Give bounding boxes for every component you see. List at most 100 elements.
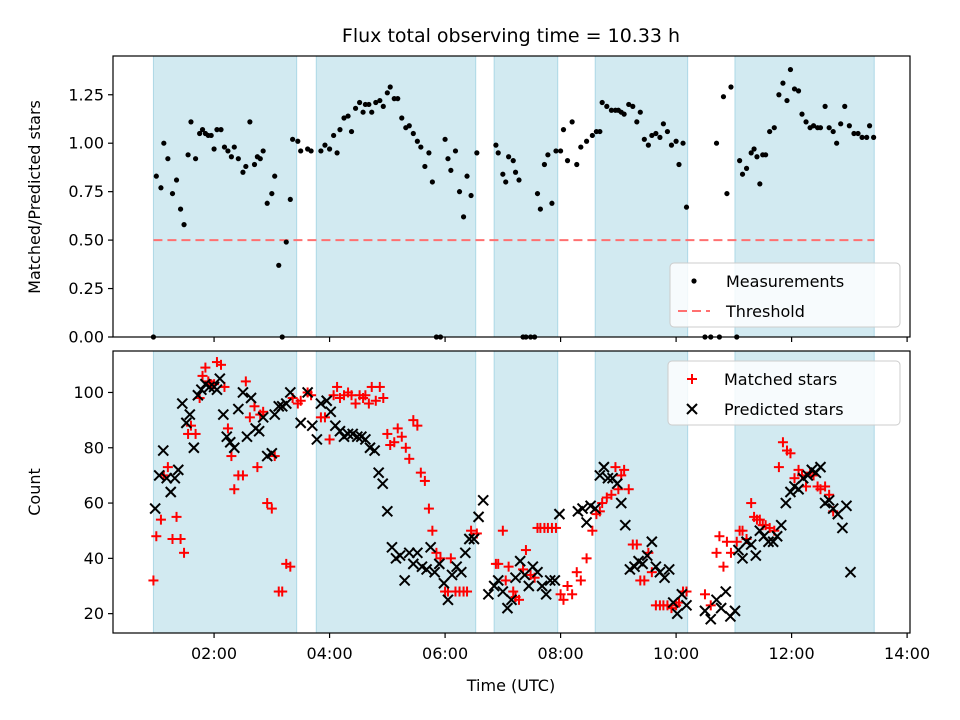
top-point-0-20 <box>221 144 228 150</box>
bottom-point-1-2 <box>157 444 169 457</box>
bottom-point-0-29 <box>252 462 263 473</box>
bottom-point-1-89 <box>531 566 544 578</box>
bottom-point-1-69-b <box>442 594 454 606</box>
bottom-point-0-106 <box>562 581 573 591</box>
bottom-point-1-104 <box>611 477 623 490</box>
bottom-point-1-9 <box>184 408 196 421</box>
bottom-panel: 20 40 60 80 100 02:00 04:00 06:00 08:00 10:00 12:0… <box>73 350 930 663</box>
top-point-0-48 <box>334 150 340 156</box>
top-ytick-label-0: 0.00 <box>68 328 104 347</box>
bottom-point-0-7 <box>175 534 186 544</box>
top-point-0-99 <box>537 206 543 212</box>
bottom-point-0-93 <box>514 594 525 605</box>
bottom-point-0-168 <box>820 481 831 492</box>
bottom-point-0-125 <box>639 575 650 586</box>
bottom-legend-label-1: Predicted stars <box>724 400 844 419</box>
bottom-point-1-99-b <box>589 502 601 515</box>
bottom-point-0-105 <box>558 594 569 605</box>
bottom-point-0-46 <box>324 434 335 445</box>
bottom-point-0-90 <box>503 561 514 572</box>
top-point-0-148 <box>748 150 754 156</box>
bottom-point-0-38 <box>285 561 296 572</box>
bottom-point-1-58 <box>394 549 406 562</box>
bottom-point-1-121 <box>699 605 711 617</box>
bottom-point-1-38 <box>306 419 318 432</box>
bottom-point-1-52 <box>368 444 381 457</box>
bottom-ytick-label-3: 80 <box>84 438 104 457</box>
bottom-point-0-136 <box>681 586 692 597</box>
top-point-0-101 <box>545 152 551 158</box>
top-panel: 0.00 0.25 0.50 0.75 1.00 1.25 Measurements Thre… <box>68 55 911 347</box>
bottom-point-0-88 <box>497 525 508 536</box>
bottom-point-1-154 <box>844 566 857 578</box>
bottom-point-1-79-b <box>488 580 500 592</box>
bottom-legend-marker-0 <box>687 374 697 384</box>
bottom-point-1-18-b <box>217 408 230 421</box>
top-panel-ylabel: Matched/Predicted stars <box>25 100 44 294</box>
top-point-0-65 <box>395 96 401 102</box>
bottom-point-1-4-b <box>165 486 177 498</box>
bottom-point-0-22 <box>226 451 237 462</box>
top-point-0-127 <box>649 132 655 139</box>
bottom-point-0-10 <box>185 420 196 431</box>
bottom-point-0-75 <box>431 547 442 558</box>
bottom-point-1-10 <box>188 442 200 454</box>
bottom-point-1-87-b <box>523 580 535 592</box>
bottom-point-1-6 <box>172 464 184 476</box>
top-point-0-85 <box>474 150 480 156</box>
bottom-point-1-151 <box>832 508 844 520</box>
bottom-point-1-77-b <box>477 494 489 507</box>
bottom-point-0-87 <box>493 558 504 569</box>
bottom-point-1-80 <box>492 574 504 587</box>
bottom-point-1-136-b <box>767 536 779 548</box>
top-point-0-135 <box>680 140 686 146</box>
bottom-point-0-28 <box>249 401 260 412</box>
bottom-legend-marker-1-b <box>686 403 698 415</box>
bottom-point-1-101-b <box>598 461 610 473</box>
bottom-point-1-75 <box>468 533 480 545</box>
bottom-point-1-122-b <box>705 613 717 625</box>
bottom-point-1-119-b <box>676 588 688 601</box>
top-point-0-4 <box>165 156 171 162</box>
bottom-point-0-116 <box>606 489 617 500</box>
bottom-point-1-94 <box>553 508 566 520</box>
bottom-point-1-140 <box>784 486 797 498</box>
top-point-0-9 <box>185 152 191 158</box>
bottom-point-1-25 <box>245 392 257 404</box>
bottom-point-1-37 <box>301 386 314 399</box>
bottom-point-1-72 <box>455 566 467 578</box>
bottom-point-1-62-b <box>411 547 424 559</box>
bottom-point-0-70 <box>412 420 423 431</box>
top-point-0-180 <box>871 134 877 140</box>
top-point-0-81 <box>456 189 463 195</box>
bottom-point-1-8-b <box>180 417 193 429</box>
top-point-0-130 <box>660 121 666 127</box>
bottom-point-1-78-b <box>482 588 495 601</box>
bottom-point-0-107 <box>567 589 578 600</box>
top-point-0-121 <box>626 101 632 108</box>
bottom-point-1-66 <box>428 566 441 578</box>
bottom-point-1-129 <box>736 552 749 565</box>
bottom-point-1-10-b <box>188 442 200 454</box>
top-point-0-145 <box>737 158 743 164</box>
bottom-point-1-7-b <box>176 397 189 410</box>
top-point-0-16 <box>208 132 214 139</box>
bottom-point-1-90-b <box>536 580 548 592</box>
top-point-0-23 <box>231 144 237 150</box>
bottom-point-0-0 <box>148 575 159 586</box>
top-point-0-54 <box>357 99 363 106</box>
bottom-point-1-127 <box>729 605 741 617</box>
bottom-point-0-65 <box>392 423 403 434</box>
bottom-point-0-41 <box>295 395 306 406</box>
bottom-point-1-83-b <box>505 594 518 606</box>
top-point-0-73 <box>426 150 432 156</box>
bottom-point-1-130-b <box>740 536 753 548</box>
top-legend-box <box>669 262 901 328</box>
bottom-point-1-54-b <box>377 477 389 490</box>
top-point-0-175 <box>851 130 857 137</box>
bottom-point-1-25-b <box>245 392 257 404</box>
bottom-point-0-157 <box>777 437 788 448</box>
bottom-point-1-39-b <box>311 433 323 446</box>
top-point-0-37 <box>283 239 289 245</box>
bottom-point-1-147-b <box>814 461 827 473</box>
